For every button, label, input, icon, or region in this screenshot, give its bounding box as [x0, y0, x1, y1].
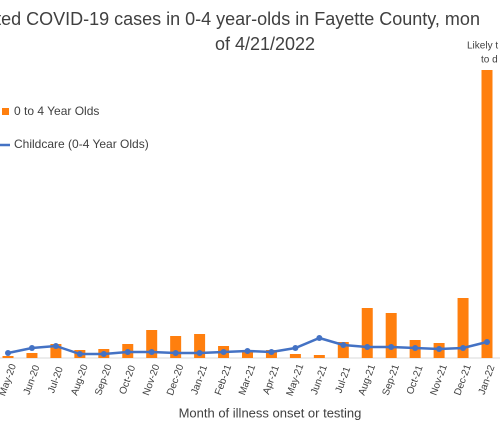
line-point [148, 349, 155, 355]
bar [289, 354, 301, 358]
line-point [316, 335, 323, 341]
line-point [484, 339, 490, 345]
x-tick-label: Aug-20 [69, 363, 91, 397]
x-tick-label: Jan-22 [477, 363, 498, 396]
x-tick-label: Jun-20 [22, 363, 43, 396]
bar [170, 336, 182, 358]
x-tick-label: Nov-20 [141, 363, 163, 397]
line-point [340, 342, 347, 348]
line-point [364, 344, 371, 350]
x-tick-label: Oct-20 [118, 364, 139, 396]
x-tick-label: Dec-21 [452, 363, 474, 397]
legend-swatch [2, 108, 9, 115]
line-point [124, 349, 131, 355]
line-point [436, 346, 443, 352]
bar [26, 353, 38, 358]
x-tick-label: Oct-21 [405, 364, 426, 396]
x-tick-label: Sep-20 [93, 363, 115, 397]
legend-label: Childcare (0-4 Year Olds) [14, 137, 149, 151]
x-tick-label: May-21 [285, 362, 307, 398]
bar [361, 308, 373, 358]
line-point [52, 343, 59, 349]
x-tick-label: Dec-20 [165, 363, 187, 397]
x-axis-title: Month of illness onset or testing [179, 405, 362, 420]
line-point [244, 348, 251, 354]
x-tick-label: Mar-21 [237, 363, 258, 397]
bar [313, 355, 325, 358]
x-tick-label: Jul-20 [46, 365, 66, 395]
line-point [172, 350, 179, 356]
x-tick-label: May-20 [0, 362, 19, 398]
line-point [100, 351, 107, 357]
line-point [412, 345, 419, 351]
chart-title: orted COVID-19 cases in 0-4 year-olds in… [0, 9, 480, 29]
x-tick-label: Feb-21 [213, 363, 234, 397]
bar [146, 330, 158, 358]
bar [194, 334, 206, 358]
bar [457, 298, 469, 358]
x-tick-label: Nov-21 [429, 363, 451, 397]
x-tick-label: Jan-21 [189, 363, 210, 396]
bar [50, 344, 62, 358]
x-tick-label: Apr-21 [261, 364, 282, 396]
x-tick-label: Jul-21 [334, 365, 354, 395]
line-point [28, 345, 35, 351]
x-tick-label: Aug-21 [357, 363, 379, 397]
bar [337, 342, 349, 358]
x-tick-label: Jun-21 [309, 363, 330, 396]
line-point [220, 349, 227, 355]
line-point [196, 350, 203, 356]
annotation: Likely t [467, 41, 498, 52]
line-point [460, 345, 467, 351]
line-point [268, 349, 275, 355]
line-point [76, 351, 83, 357]
bar [385, 313, 397, 358]
chart-title: of 4/21/2022 [215, 34, 315, 54]
line-point [5, 350, 11, 356]
line-point [388, 344, 395, 350]
line-point [292, 345, 299, 351]
bar [481, 70, 493, 358]
x-tick-label: Sep-21 [381, 363, 403, 397]
legend-label: 0 to 4 Year Olds [14, 104, 99, 118]
bar [2, 356, 14, 358]
annotation: to d [481, 55, 498, 66]
